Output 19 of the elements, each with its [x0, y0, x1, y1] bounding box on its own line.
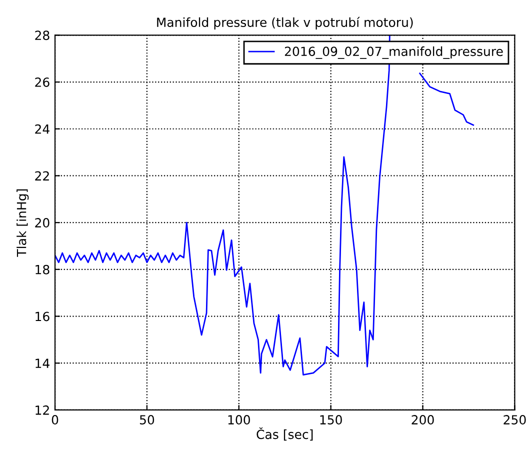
x-tick-label: 50 [140, 415, 154, 424]
y-tick-label: 28 [35, 30, 50, 40]
y-tick-label: 16 [36, 312, 50, 322]
y-tick-label: 22 [35, 171, 49, 180]
y-tick-label: 26 [35, 77, 50, 87]
x-tick-label: 100 [228, 415, 250, 424]
x-tick-label: 0 [52, 415, 58, 424]
y-tick-label: 18 [36, 264, 50, 274]
y-tick-label: 24 [35, 124, 50, 134]
x-axis-title: Čas [sec] [256, 427, 313, 441]
y-tick-label: 14 [36, 358, 50, 368]
y-tick-label: 12 [36, 405, 49, 415]
x-tick-label: 250 [504, 415, 526, 424]
x-tick-label: 200 [412, 415, 434, 424]
chart-title: Manifold pressure (tlak v potrubí motoru) [157, 16, 413, 30]
legend-label: 2016_09_02_07_manifold_pressure [284, 46, 503, 59]
x-tick-label: 150 [320, 415, 342, 424]
y-tick-label: 20 [35, 218, 50, 228]
y-axis-title: Tlak [inHg] [16, 189, 29, 257]
